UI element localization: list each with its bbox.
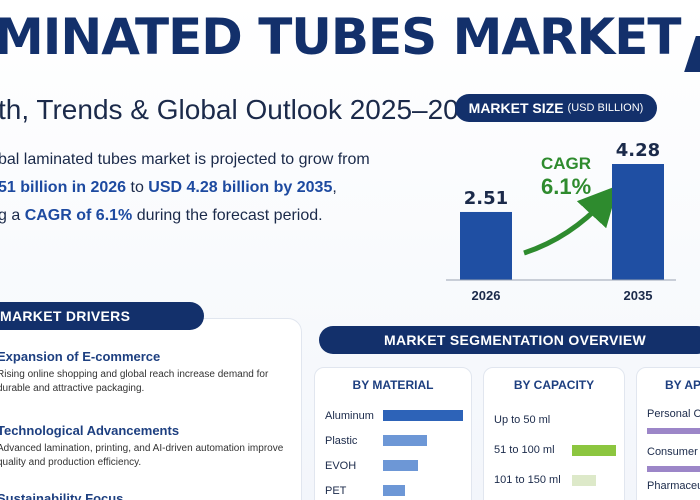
material-bar [383,485,405,496]
material-bar [383,460,418,471]
growth-arrow-icon [523,185,619,256]
capacity-card: BY CAPACITY Up to 50 ml 51 to 100 ml 101… [483,367,625,500]
bar-2026 [460,211,512,280]
driver-description: Rising online shopping and global reach … [0,369,269,394]
market-size-unit: (USD BILLION) [567,102,644,114]
cagr-label: CAGR [541,154,592,173]
market-size-chart: 2.51 2026 4.28 2035 [446,140,676,303]
material-label: Plastic [325,435,358,447]
x-tick-label: 2026 [472,288,501,303]
application-bar [647,466,700,472]
market-size-label: MARKET SIZE [468,100,564,116]
driver-title: Technological Advancements [0,423,180,438]
capacity-label: 101 to 150 ml [494,474,561,486]
driver-title: Expansion of E-commerce [0,349,161,364]
application-bar [647,428,700,434]
cagr-value: 6.1% [541,174,592,199]
drivers-card: Expansion of E-commerce Rising online sh… [0,318,302,500]
driver-description: Advanced lamination, printing, and AI-dr… [0,443,284,468]
capacity-bar [572,475,596,486]
material-label: Aluminum [325,410,374,422]
capacity-bar [572,445,616,456]
bar-2035 [612,164,664,280]
intro-highlight-cagr: CAGR of 6.1% [24,207,133,224]
intro-highlight-end: USD 4.28 billion by 2035 [148,179,333,196]
driver-item: Technological Advancements Advanced lami… [0,423,293,470]
x-tick-label: 2035 [624,288,653,303]
application-heading: BY AP [665,378,700,392]
material-label: EVOH [325,460,357,472]
intro-highlight-start: 51 billion in 2026 [0,179,127,196]
page-subtitle: th, Trends & Global Outlook 2025–2035 [0,94,490,125]
material-card: BY MATERIAL Aluminum Plastic EVOH PET [314,367,472,500]
driver-title: Sustainability Focus [0,491,124,500]
application-card: BY AP Personal C Consumer Pharmaceu [636,367,700,500]
material-bar [383,435,427,446]
intro-text: , [332,179,337,196]
intro-text: to [126,179,149,196]
capacity-label: Up to 50 ml [494,414,551,426]
intro-text: during the forecast period. [132,207,323,224]
bar-value-label: 4.28 [616,140,660,161]
application-label: Consumer [647,446,698,458]
bar-value-label: 2.51 [464,188,508,209]
segmentation-banner: MARKET SEGMENTATION OVERVIEW [319,326,700,354]
drivers-banner: MARKET DRIVERS [0,302,204,330]
material-heading: BY MATERIAL [352,378,434,392]
intro-text: g a [0,207,25,224]
application-label: Pharmaceu [647,480,700,492]
material-label: PET [325,485,347,497]
page-title: MINATED TUBES MARKET [0,8,682,66]
driver-item: Sustainability Focus [0,491,293,500]
market-size-badge: MARKET SIZE (USD BILLION) [455,94,657,122]
driver-item: Expansion of E-commerce Rising online sh… [0,349,293,396]
corner-decoration [684,36,700,72]
application-label: Personal C [647,408,700,420]
intro-text: bal laminated tubes market is projected … [0,151,370,168]
capacity-heading: BY CAPACITY [513,378,595,392]
material-bar [383,410,463,421]
capacity-label: 51 to 100 ml [494,444,555,456]
intro-paragraph: bal laminated tubes market is projected … [0,146,378,230]
